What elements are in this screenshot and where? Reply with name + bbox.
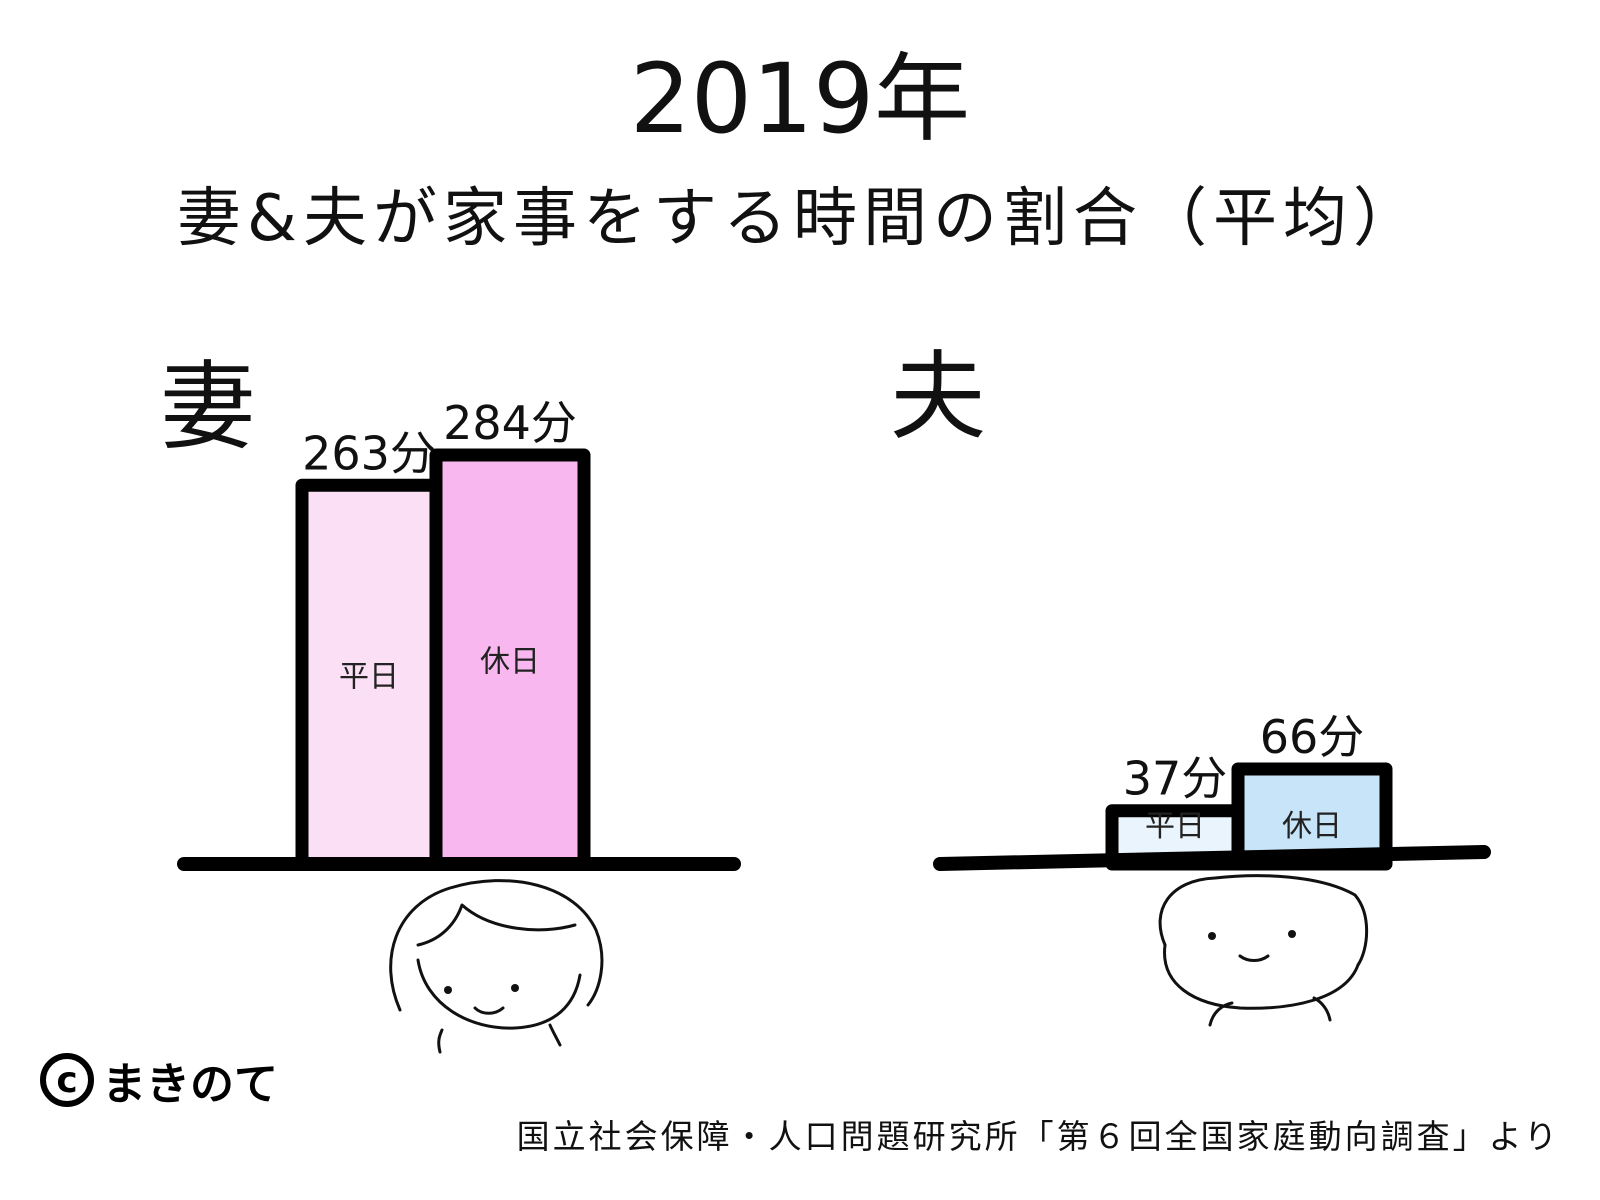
author-name: まきのて xyxy=(102,1059,278,1110)
husband-category-label-weekday: 平日 xyxy=(1145,809,1205,844)
husband-category-label-holiday: 休日 xyxy=(1282,809,1342,844)
wife-value-label-holiday: 284分 xyxy=(443,396,577,450)
wife-category-label-weekday: 平日 xyxy=(339,660,399,695)
chart-subtitle: 妻&夫が家事をする時間の割合（平均） xyxy=(177,182,1423,256)
husband-value-label-weekday: 37分 xyxy=(1123,752,1228,806)
wife-value-label-weekday: 263分 xyxy=(302,426,436,480)
chart-title: 2019年 xyxy=(630,43,970,155)
author-credit: c まきのて xyxy=(40,1048,278,1112)
husband-baseline xyxy=(933,845,1491,871)
husband-face-icon xyxy=(1158,874,1369,1027)
wife-face-icon xyxy=(389,879,604,1054)
source-note: 国立社会保障・人口問題研究所「第６回全国家庭動向調査」より xyxy=(516,1117,1560,1156)
husband-panel-label: 夫 xyxy=(890,341,986,453)
wife-category-label-holiday: 休日 xyxy=(480,645,540,680)
copyright-icon: c xyxy=(40,1053,94,1107)
wife-panel-label: 妻 xyxy=(160,351,256,463)
husband-value-label-holiday: 66分 xyxy=(1260,710,1365,764)
